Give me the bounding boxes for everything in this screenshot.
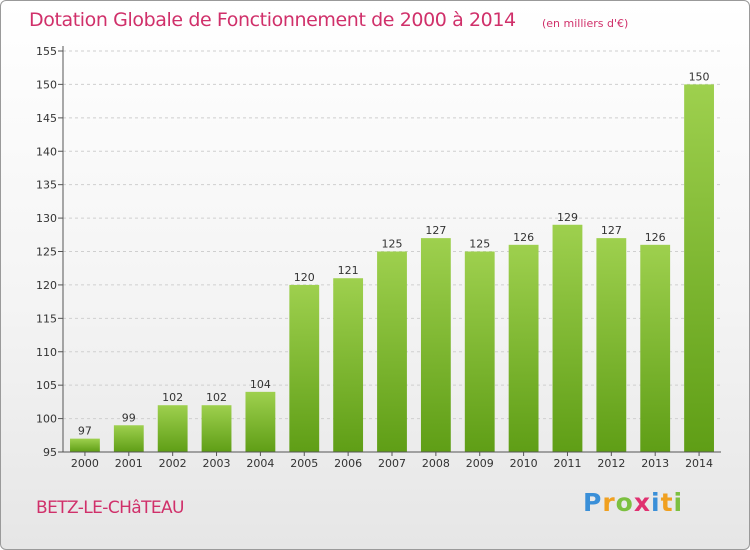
bar-2007: [377, 251, 407, 452]
data-label-2013: 126: [645, 231, 666, 244]
x-tick-label-2011: 2011: [553, 457, 581, 470]
bar-2001: [113, 425, 144, 452]
x-tick-label-2003: 2003: [203, 457, 231, 470]
logo-letter: i: [651, 488, 661, 517]
bar-2002: [157, 405, 188, 452]
y-tick-label: 150: [36, 78, 57, 91]
y-tick-label: 115: [36, 312, 57, 325]
data-label-2010: 126: [513, 231, 534, 244]
data-label-2008: 127: [425, 224, 446, 237]
x-tick-label-2008: 2008: [422, 457, 450, 470]
x-tick-label-2004: 2004: [246, 457, 274, 470]
data-label-2006: 121: [338, 264, 359, 277]
x-tick-label-2002: 2002: [159, 457, 187, 470]
data-label-2007: 125: [382, 238, 403, 251]
data-label-2005: 120: [294, 271, 315, 284]
data-label-2011: 129: [557, 211, 578, 224]
x-tick-label-2009: 2009: [466, 457, 494, 470]
y-tick-label: 95: [43, 446, 57, 459]
data-label-2001: 99: [122, 411, 136, 424]
y-tick-label: 120: [36, 279, 57, 292]
data-label-2002: 102: [162, 391, 183, 404]
data-label-2004: 104: [250, 378, 271, 391]
logo-letter: t: [660, 488, 674, 517]
unit-note: (en milliers d'€): [542, 17, 629, 30]
x-tick-label-2001: 2001: [115, 457, 143, 470]
logo-letter: o: [615, 488, 634, 517]
y-tick-label: 130: [36, 212, 57, 225]
data-label-2012: 127: [601, 224, 622, 237]
x-tick-label-2007: 2007: [378, 457, 406, 470]
bar-2008: [420, 238, 451, 452]
bar-2011: [552, 224, 583, 452]
y-tick-label: 135: [36, 179, 57, 192]
x-tick-label-2000: 2000: [71, 457, 99, 470]
labels: 95 100 105 110 115 120 125 130 135 140 145 150 155 97…: [36, 45, 713, 470]
x-tick-label-2014: 2014: [685, 457, 713, 470]
y-tick-label: 110: [36, 346, 57, 359]
bar-2006: [333, 278, 364, 452]
y-tick-label: 145: [36, 112, 57, 125]
data-label-2014: 150: [689, 70, 710, 83]
bars: [70, 84, 714, 453]
proxiti-logo: Proxiti: [583, 488, 683, 517]
x-tick-label-2013: 2013: [641, 457, 669, 470]
logo-letter: r: [602, 488, 616, 517]
bar-2013: [640, 244, 671, 452]
chart-title: Dotation Globale de Fonctionnement de 20…: [29, 9, 516, 31]
bar-2004: [245, 391, 276, 452]
bar-2005: [289, 284, 320, 452]
y-tick-label: 105: [36, 379, 57, 392]
bar-2009: [464, 251, 495, 452]
x-tick-label-2006: 2006: [334, 457, 362, 470]
bar-2000: [70, 438, 100, 452]
data-label-2003: 102: [206, 391, 227, 404]
axes: [58, 46, 721, 456]
bar-2003: [201, 405, 232, 452]
bar-2014: [684, 84, 714, 453]
commune-name: BETZ-LE-CHâTEAU: [36, 498, 184, 518]
y-tick-label: 140: [36, 145, 57, 158]
logo-letter: x: [633, 488, 651, 517]
bar-2010: [508, 244, 539, 452]
y-tick-label: 100: [36, 413, 57, 426]
y-tick-label: 125: [36, 246, 57, 259]
y-tick-label: 155: [36, 45, 57, 58]
x-tick-label-2005: 2005: [290, 457, 318, 470]
logo-letter: i: [673, 488, 684, 517]
x-tick-label-2012: 2012: [597, 457, 625, 470]
data-label-2009: 125: [469, 238, 490, 251]
bar-2012: [596, 238, 627, 452]
data-label-2000: 97: [78, 425, 92, 438]
x-tick-label-2010: 2010: [510, 457, 538, 470]
logo-letter: P: [583, 488, 603, 517]
